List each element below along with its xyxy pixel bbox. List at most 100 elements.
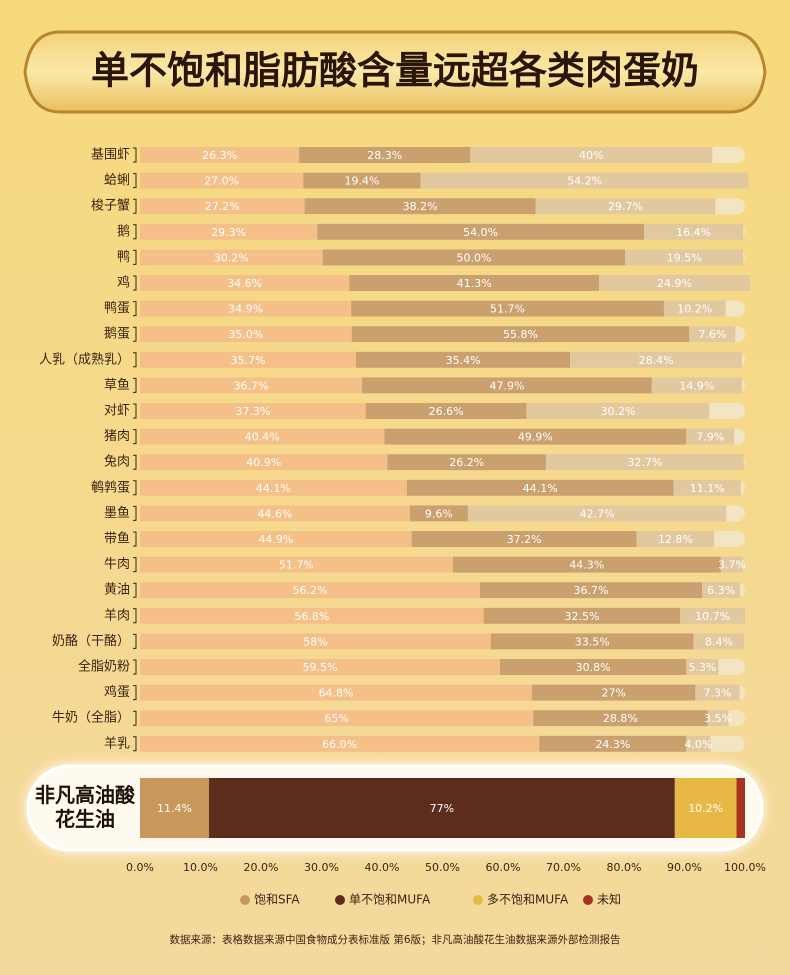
value-label: 16.4%	[676, 226, 711, 239]
bar-segment	[351, 326, 690, 343]
category-label: 牛肉	[104, 557, 130, 572]
category-label: 兔肉	[104, 455, 130, 470]
value-label: 33.5%	[575, 635, 610, 648]
value-label: 3.7%	[718, 559, 746, 572]
bar-segment	[140, 198, 305, 215]
value-label: 35.7%	[231, 354, 266, 367]
bar-segment	[140, 454, 388, 471]
bracket	[133, 710, 137, 726]
category-label: 鹅	[117, 223, 130, 239]
title-banner	[23, 30, 767, 114]
category-label: 非凡高油酸花生油	[35, 783, 136, 831]
x-tick-label: 100.0%	[724, 861, 766, 874]
value-label: 35.0%	[228, 328, 263, 341]
x-tick-label: 70.0%	[546, 861, 581, 874]
bracket	[133, 736, 137, 752]
legend-label: 单不饱和MUFA	[349, 892, 431, 907]
legend-label: 多不饱和MUFA	[487, 892, 569, 907]
bracket	[133, 352, 137, 368]
bar-segment	[533, 710, 708, 727]
bar-segment	[651, 377, 742, 394]
value-label: 66.0%	[322, 738, 357, 751]
bar-segment	[539, 735, 687, 752]
bar-segment	[689, 326, 736, 343]
value-label: 34.9%	[228, 303, 263, 316]
bar-segment	[140, 351, 356, 368]
bar-segment	[317, 223, 644, 240]
bar-segment	[467, 505, 727, 522]
category-label: 蛤蜊	[104, 173, 130, 188]
category-label: 带鱼	[104, 531, 130, 547]
bar-segment	[736, 778, 745, 838]
bar-segment	[140, 659, 500, 675]
bar-segment	[702, 582, 741, 599]
value-label: 10.2%	[688, 802, 723, 815]
bar-segment	[140, 735, 540, 752]
legend-label: 饱和SFA	[254, 892, 300, 907]
value-label: 64.8%	[319, 687, 354, 700]
value-label: 9.6%	[425, 507, 453, 520]
value-label: 40.4%	[245, 431, 280, 444]
legend-label: 未知	[597, 893, 621, 907]
bar-segment	[140, 249, 323, 266]
bar-segment	[686, 428, 735, 445]
value-label: 27.2%	[205, 200, 240, 213]
bracket	[133, 224, 137, 240]
value-label: 36.7%	[234, 379, 269, 392]
bar-segment	[535, 198, 716, 215]
bar-segment	[406, 479, 674, 496]
bracket	[133, 505, 137, 521]
bar-segment	[411, 531, 637, 547]
bracket	[133, 301, 137, 317]
bar-segment	[643, 223, 744, 240]
value-label: 26.3%	[202, 149, 237, 162]
value-label: 3.5%	[704, 712, 732, 725]
bracket	[133, 403, 137, 419]
value-label: 36.7%	[574, 584, 609, 597]
bar-segment	[420, 172, 749, 189]
value-label: 34.6%	[227, 277, 262, 290]
bracket	[133, 582, 137, 598]
value-label: 55.8%	[503, 328, 538, 341]
value-label: 44.1%	[523, 482, 558, 495]
bar-segment	[140, 377, 363, 394]
value-label: 50.0%	[456, 251, 491, 264]
value-label: 26.2%	[449, 456, 484, 469]
value-label: 10.2%	[677, 303, 712, 316]
bar-segment	[599, 275, 750, 291]
bar-segment	[636, 531, 715, 547]
value-label: 28.4%	[639, 354, 674, 367]
value-label: 29.7%	[608, 200, 643, 213]
bar-segment	[304, 198, 536, 215]
legend-swatch	[240, 895, 250, 905]
bar-segment	[208, 778, 675, 838]
bar-segment	[470, 147, 713, 163]
bar-segment	[483, 607, 681, 624]
bar-segment	[673, 479, 741, 496]
bar-segment	[303, 172, 421, 189]
bracket	[133, 198, 137, 214]
category-label: 鸭蛋	[104, 301, 130, 316]
value-label: 44.3%	[569, 559, 604, 572]
bracket	[133, 633, 137, 649]
bar-segment	[693, 633, 745, 650]
value-label: 24.9%	[657, 277, 692, 290]
bracket	[133, 685, 137, 701]
value-label: 8.4%	[705, 635, 733, 648]
bar-segment	[526, 403, 710, 419]
value-label: 41.3%	[457, 277, 492, 290]
value-label: 32.7%	[627, 456, 662, 469]
value-label: 40.9%	[246, 456, 281, 469]
value-label: 37.2%	[507, 533, 542, 546]
category-label: 对虾	[104, 404, 130, 419]
bar-segment	[686, 659, 719, 675]
bracket	[133, 454, 137, 470]
value-label: 27%	[601, 687, 625, 700]
value-label: 30.8%	[576, 661, 611, 674]
bracket	[133, 275, 137, 291]
value-label: 5.3%	[688, 661, 716, 674]
bar-segment	[140, 300, 352, 317]
value-label: 37.3%	[235, 405, 270, 418]
category-label: 奶酪（干酪）	[52, 633, 130, 649]
